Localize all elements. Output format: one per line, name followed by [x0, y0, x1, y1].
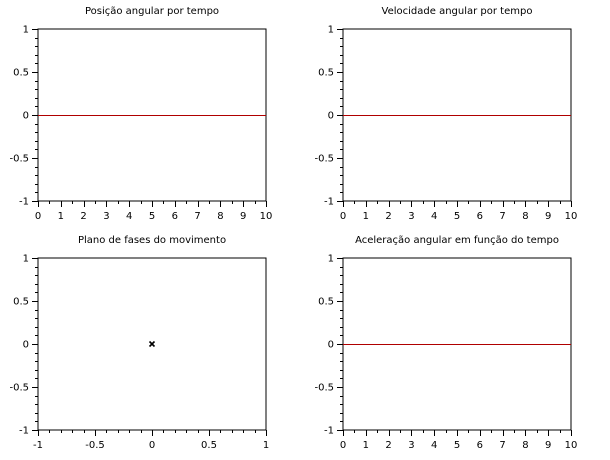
y-tick-label: -1	[19, 197, 29, 208]
y-tick-label: 1	[328, 254, 334, 265]
x-tick-label: 0	[35, 211, 41, 222]
y-tick-label: 0.5	[13, 68, 29, 79]
y-tick-label: 0	[328, 340, 334, 351]
y-tick-label: 0	[23, 340, 29, 351]
x-tick-label: 3	[408, 211, 414, 222]
subplot-angular-acceleration: Aceleração angular em função do tempo 10…	[314, 235, 577, 451]
x-tick-label: -0.5	[85, 440, 105, 451]
x-tick-label: -1	[33, 440, 43, 451]
x-tick-label: 6	[172, 211, 178, 222]
x-tick-label: 0	[340, 440, 346, 451]
x-tick-label: 5	[454, 440, 460, 451]
subplot-angular-velocity: Velocidade angular por tempo 1 0.5 0 -0.5 -1…	[314, 6, 577, 222]
x-tick-label: 6	[477, 211, 483, 222]
subplot-title: Aceleração angular em função do tempo	[355, 235, 559, 246]
subplot-title: Plano de fases do movimento	[78, 235, 226, 246]
x-tick-label: 7	[194, 211, 200, 222]
x-tick-label: 10	[260, 211, 273, 222]
subplot-title: Posição angular por tempo	[85, 6, 219, 17]
x-tick-label: 10	[565, 211, 578, 222]
y-tick-label: -0.5	[9, 383, 29, 394]
x-tick-label: 7	[499, 211, 505, 222]
x-tick-label: 8	[217, 211, 223, 222]
x-tick-label: 4	[126, 211, 132, 222]
y-tick-label: -0.5	[314, 383, 334, 394]
x-tick-label: 9	[240, 211, 246, 222]
x-tick-label: 3	[103, 211, 109, 222]
x-tick-label: 0.5	[201, 440, 217, 451]
x-tick-label: 7	[499, 440, 505, 451]
x-tick-label: 1	[363, 440, 369, 451]
x-tick-label: 8	[522, 440, 528, 451]
y-tick-label: -1	[324, 426, 334, 437]
y-tick-label: 1	[328, 25, 334, 36]
y-tick-label: -1	[19, 426, 29, 437]
x-tick-label: 1	[263, 440, 269, 451]
x-tick-label: 1	[58, 211, 64, 222]
subplot-phase-plane: Plano de fases do movimento 10.50-0.5-1-…	[9, 235, 269, 451]
x-tick-label: 2	[80, 211, 86, 222]
y-tick-label: 1	[23, 25, 29, 36]
x-tick-label: 5	[149, 211, 155, 222]
y-tick-label: -0.5	[314, 154, 334, 165]
y-tick-label: 0.5	[318, 297, 334, 308]
x-tick-label: 4	[431, 211, 437, 222]
x-tick-label: 6	[477, 440, 483, 451]
x-tick-label: 3	[408, 440, 414, 451]
x-tick-label: 1	[363, 211, 369, 222]
x-tick-label: 4	[431, 440, 437, 451]
x-tick-label: 9	[545, 211, 551, 222]
data-point-x-marker	[148, 340, 156, 348]
x-tick-label: 0	[149, 440, 155, 451]
y-tick-label: 0.5	[13, 297, 29, 308]
x-tick-label: 0	[340, 211, 346, 222]
y-tick-label: 0	[328, 111, 334, 122]
x-tick-label: 2	[385, 440, 391, 451]
x-tick-label: 10	[565, 440, 578, 451]
x-tick-label: 9	[545, 440, 551, 451]
subplot-title: Velocidade angular por tempo	[382, 6, 533, 17]
x-tick-label: 5	[454, 211, 460, 222]
y-tick-label: 0.5	[318, 68, 334, 79]
y-tick-label: 0	[23, 111, 29, 122]
y-tick-label: -1	[324, 197, 334, 208]
y-tick-label: -0.5	[9, 154, 29, 165]
subplot-angular-position: Posição angular por tempo 1 0.5 0 -0.5 -1 0 1 2…	[9, 6, 272, 222]
y-tick-label: 1	[23, 254, 29, 265]
x-tick-label: 2	[385, 211, 391, 222]
x-tick-label: 8	[522, 211, 528, 222]
